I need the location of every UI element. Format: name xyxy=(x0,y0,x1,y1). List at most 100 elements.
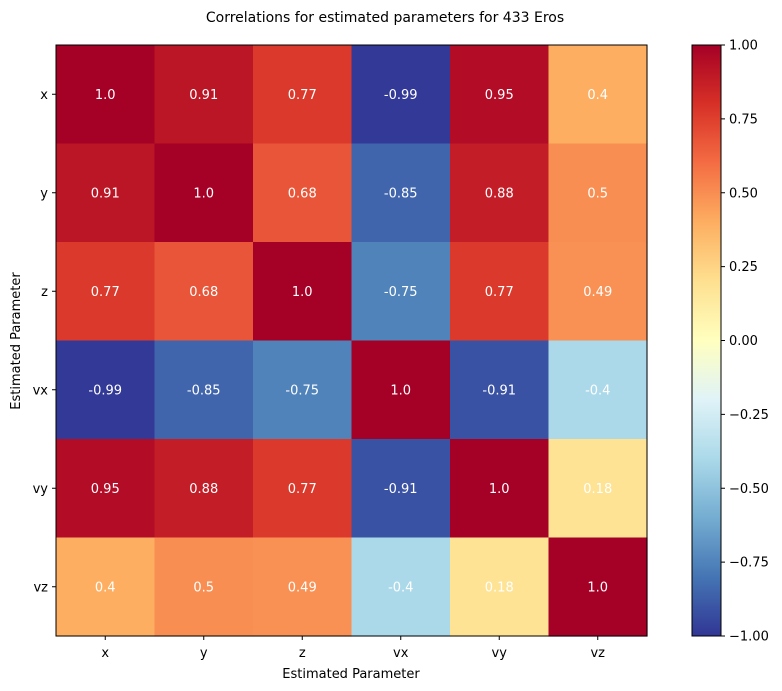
cell-value-label: 0.5 xyxy=(193,580,214,595)
heatmap-cell-vx-vy xyxy=(450,340,550,440)
cell-value-label: 0.68 xyxy=(189,285,218,300)
cell-value-label: 0.68 xyxy=(288,186,317,201)
heatmap-cell-x-x xyxy=(56,45,156,145)
heatmap-cell-labels: 1.0 0.91 0.77 -0.99 0.95 0.4 0.91 1.0 0.68 -0.85 0… xyxy=(88,88,612,596)
heatmap-cell-vx-x xyxy=(56,340,156,440)
y-tick-label: z xyxy=(41,285,48,300)
heatmap-cell-vy-z xyxy=(253,439,353,539)
cell-value-label: 0.49 xyxy=(583,285,612,300)
heatmap-cell-vz-y xyxy=(154,537,254,637)
heatmap-cell-vz-vy xyxy=(450,537,550,637)
heatmap-cell-x-z xyxy=(253,45,353,145)
heatmap-cells xyxy=(56,45,648,637)
heatmap-cell-y-vy xyxy=(450,143,550,243)
heatmap-cell-vx-y xyxy=(154,340,254,440)
y-axis-ticks: x y z vx vy vz xyxy=(33,88,56,595)
cell-value-label: 0.88 xyxy=(189,482,218,497)
heatmap-cell-vy-x xyxy=(56,439,156,539)
x-tick-label: y xyxy=(200,646,208,661)
cell-value-label: 0.77 xyxy=(288,482,317,497)
y-tick-label: x xyxy=(40,88,48,103)
x-axis-ticks: x y z vx vy vz xyxy=(101,636,605,661)
y-tick-label: vz xyxy=(33,580,48,595)
cell-value-label: -0.91 xyxy=(384,482,418,497)
colorbar-tick-label: 0.25 xyxy=(729,260,758,275)
cell-value-label: -0.85 xyxy=(384,186,418,201)
heatmap-cell-vy-vz xyxy=(548,439,648,539)
cell-value-label: 0.5 xyxy=(587,186,608,201)
colorbar-tick-label: 0.00 xyxy=(729,334,758,349)
cell-value-label: 0.88 xyxy=(485,186,514,201)
cell-value-label: 0.91 xyxy=(189,88,218,103)
cell-value-label: 0.49 xyxy=(288,580,317,595)
cell-value-label: -0.4 xyxy=(388,580,413,595)
x-tick-label: vx xyxy=(393,646,409,661)
heatmap-cell-y-vz xyxy=(548,143,648,243)
heatmap-cell-vz-vx xyxy=(351,537,451,637)
x-axis-label: Estimated Parameter xyxy=(282,667,420,682)
colorbar-tick-label: 1.00 xyxy=(729,39,758,54)
heatmap-cell-vz-z xyxy=(253,537,353,637)
cell-value-label: 0.95 xyxy=(485,88,514,103)
cell-value-label: 0.91 xyxy=(91,186,120,201)
heatmap-cell-y-z xyxy=(253,143,353,243)
cell-value-label: -0.75 xyxy=(384,285,418,300)
colorbar-tick-label: −1.00 xyxy=(729,630,769,645)
cell-value-label: 1.0 xyxy=(587,580,608,595)
cell-value-label: -0.99 xyxy=(384,88,418,103)
heatmap-cell-z-x xyxy=(56,242,156,342)
cell-value-label: 0.95 xyxy=(91,482,120,497)
heatmap-cell-y-vx xyxy=(351,143,451,243)
x-tick-label: vy xyxy=(492,646,508,661)
colorbar xyxy=(691,44,722,637)
heatmap-cell-vy-vx xyxy=(351,439,451,539)
y-tick-label: vx xyxy=(33,383,49,398)
heatmap-cell-vy-vy xyxy=(450,439,550,539)
heatmap-cell-z-vy xyxy=(450,242,550,342)
heatmap-cell-vx-vx xyxy=(351,340,451,440)
heatmap-cell-vy-y xyxy=(154,439,254,539)
heatmap-cell-vx-vz xyxy=(548,340,648,440)
heatmap-cell-z-vx xyxy=(351,242,451,342)
heatmap-cell-x-vy xyxy=(450,45,550,145)
colorbar-ticks: 1.00 0.75 0.50 0.25 0.00 −0.25 −0.50 −0.75 −1.00 xyxy=(721,39,769,645)
cell-value-label: 0.77 xyxy=(288,88,317,103)
heatmap-cell-vz-x xyxy=(56,537,156,637)
cell-value-label: 0.4 xyxy=(95,580,116,595)
heatmap-cell-x-vz xyxy=(548,45,648,145)
heatmap-cell-vx-z xyxy=(253,340,353,440)
cell-value-label: 0.18 xyxy=(485,580,514,595)
cell-value-label: 0.77 xyxy=(485,285,514,300)
y-tick-label: vy xyxy=(33,482,49,497)
colorbar-tick-label: −0.50 xyxy=(729,482,769,497)
cell-value-label: 0.4 xyxy=(587,88,608,103)
y-tick-label: y xyxy=(40,186,48,201)
colorbar-tick-label: 0.75 xyxy=(729,112,758,127)
heatmap-cell-z-y xyxy=(154,242,254,342)
heatmap-cell-x-vx xyxy=(351,45,451,145)
chart-title: Correlations for estimated parameters fo… xyxy=(206,10,564,26)
cell-value-label: -0.91 xyxy=(482,383,516,398)
cell-value-label: 0.18 xyxy=(583,482,612,497)
y-axis-label: Estimated Parameter xyxy=(9,272,24,410)
cell-value-label: 1.0 xyxy=(390,383,411,398)
heatmap-cell-z-vz xyxy=(548,242,648,342)
cell-value-label: 1.0 xyxy=(193,186,214,201)
cell-value-label: 1.0 xyxy=(95,88,116,103)
heatmap-cell-z-z xyxy=(253,242,353,342)
cell-value-label: 1.0 xyxy=(292,285,313,300)
heatmap-cell-y-y xyxy=(154,143,254,243)
x-tick-label: x xyxy=(101,646,109,661)
cell-value-label: -0.4 xyxy=(585,383,610,398)
cell-value-label: 0.77 xyxy=(91,285,120,300)
heatmap-cell-x-y xyxy=(154,45,254,145)
colorbar-tick-label: −0.75 xyxy=(729,556,769,571)
plot-frame xyxy=(55,44,648,637)
cell-value-label: -0.75 xyxy=(285,383,319,398)
cell-value-label: 1.0 xyxy=(489,482,510,497)
cell-value-label: -0.85 xyxy=(187,383,221,398)
heatmap-cell-y-x xyxy=(56,143,156,243)
x-tick-label: vz xyxy=(590,646,605,661)
heatmap-cell-vz-vz xyxy=(548,537,648,637)
